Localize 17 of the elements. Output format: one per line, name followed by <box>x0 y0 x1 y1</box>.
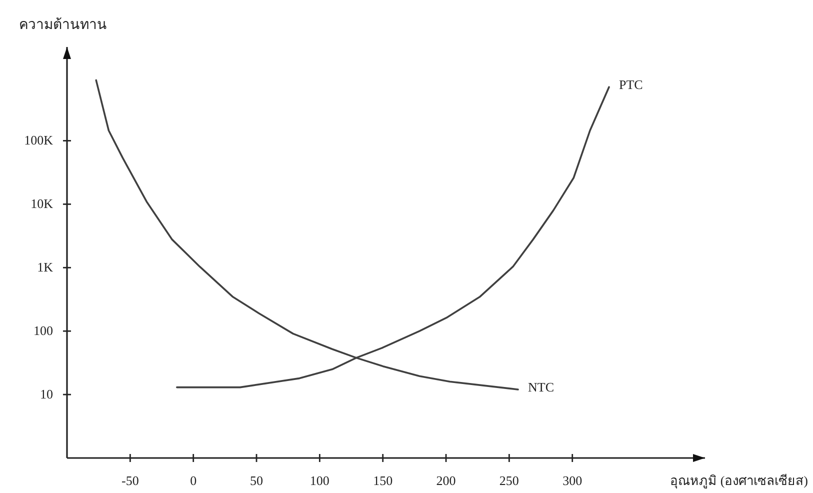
y-tick-label: 10K <box>30 196 54 212</box>
x-tick-label: 250 <box>499 473 519 488</box>
y-tick-label: 100 <box>34 323 53 338</box>
x-tick-label: 0 <box>190 473 197 488</box>
x-tick-label: 300 <box>562 473 582 488</box>
x-tick-label: 150 <box>373 473 393 488</box>
x-axis-title: อุณหภูมิ (องศาเซลเซียส) <box>670 473 808 489</box>
y-tick-label: 1K <box>37 260 54 275</box>
x-tick-label: 100 <box>310 473 330 488</box>
x-tick-label: 50 <box>250 473 264 488</box>
y-tick-label: 100K <box>24 132 54 148</box>
y-axis-title: ความต้านทาน <box>19 17 107 33</box>
y-tick-label: 10 <box>40 386 53 402</box>
series-label: PTC <box>618 77 643 92</box>
series-label: NTC <box>528 380 554 395</box>
x-tick-label: -50 <box>121 473 139 488</box>
x-tick-label: 200 <box>436 473 456 488</box>
